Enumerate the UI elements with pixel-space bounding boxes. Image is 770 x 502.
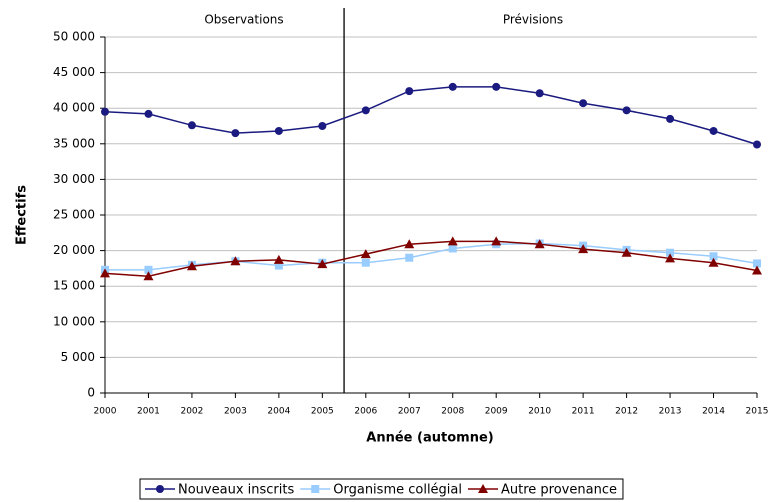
- marker: [360, 249, 371, 259]
- marker: [753, 140, 761, 149]
- x-tick-label: 2002: [180, 407, 203, 417]
- marker: [478, 484, 488, 493]
- marker: [666, 248, 675, 257]
- x-tick-label: 2004: [267, 407, 290, 417]
- marker: [156, 485, 164, 493]
- y-tick-label: 30 000: [53, 172, 95, 186]
- marker: [709, 252, 718, 261]
- x-tick-label: 2005: [311, 407, 334, 417]
- marker: [144, 265, 153, 274]
- marker: [622, 106, 631, 115]
- y-tick-label: 45 000: [53, 65, 95, 79]
- legend-label: Organisme collégial: [333, 483, 462, 498]
- marker: [230, 256, 241, 266]
- x-tick-label: 2014: [702, 407, 725, 417]
- marker: [621, 247, 632, 257]
- legend: Nouveaux inscrits Organisme collégial Autr…: [139, 478, 624, 500]
- y-tick-label: 0: [87, 386, 95, 400]
- marker: [274, 261, 283, 270]
- x-tick-label: 2012: [615, 407, 638, 417]
- y-tick-label: 5 000: [61, 350, 95, 364]
- marker: [186, 261, 197, 271]
- marker: [534, 239, 545, 249]
- marker: [447, 236, 458, 246]
- marker: [753, 259, 761, 268]
- marker: [578, 244, 589, 254]
- y-axis-label: Effectifs: [15, 185, 30, 245]
- annotation: Prévisions: [503, 13, 563, 27]
- x-tick-label: 2015: [746, 407, 769, 417]
- x-tick-label: 2006: [354, 407, 377, 417]
- marker: [318, 122, 327, 130]
- marker: [448, 244, 457, 253]
- legend-box: [139, 478, 624, 500]
- y-tick-label: 25 000: [53, 208, 95, 222]
- marker: [492, 82, 501, 91]
- y-tick-label: 40 000: [53, 101, 95, 115]
- marker: [144, 109, 153, 118]
- marker: [100, 268, 110, 278]
- marker: [101, 107, 109, 116]
- x-tick-label: 2003: [224, 407, 247, 417]
- x-axis-label: Année (automne): [366, 431, 493, 446]
- y-tick-label: 15 000: [53, 279, 95, 293]
- y-tick-label: 10 000: [53, 314, 95, 328]
- x-tick-label: 2000: [94, 407, 117, 417]
- marker: [405, 87, 414, 96]
- x-tick-label: 2013: [659, 407, 682, 417]
- x-tick-label: 2009: [485, 407, 508, 417]
- marker: [709, 126, 718, 135]
- marker: [405, 253, 414, 262]
- legend-label: Nouveaux inscrits: [178, 483, 294, 498]
- marker: [404, 239, 415, 249]
- x-tick-label: 2010: [528, 407, 551, 417]
- y-tick-label: 20 000: [53, 243, 95, 257]
- legend-label: Autre provenance: [501, 483, 617, 498]
- marker: [274, 126, 283, 135]
- marker: [752, 265, 762, 275]
- series-line: [104, 240, 758, 277]
- x-tick-label: 2008: [441, 407, 464, 417]
- y-tick-label: 50 000: [53, 30, 95, 44]
- marker: [708, 257, 719, 267]
- marker: [491, 236, 502, 246]
- marker: [535, 89, 544, 98]
- x-tick-label: 2007: [398, 407, 421, 417]
- marker: [311, 485, 320, 493]
- marker: [231, 129, 240, 138]
- marker: [448, 82, 457, 91]
- marker: [143, 271, 154, 281]
- y-tick-label: 35 000: [53, 136, 95, 150]
- marker: [187, 121, 196, 130]
- marker: [317, 259, 328, 269]
- marker: [579, 99, 588, 108]
- marker: [361, 106, 370, 115]
- marker: [361, 258, 370, 267]
- marker: [665, 253, 676, 263]
- x-tick-label: 2011: [572, 407, 595, 417]
- marker: [273, 254, 284, 264]
- marker: [666, 114, 675, 123]
- annotation: Observations: [204, 13, 283, 27]
- x-tick-label: 2001: [137, 407, 160, 417]
- series-line: [104, 86, 758, 146]
